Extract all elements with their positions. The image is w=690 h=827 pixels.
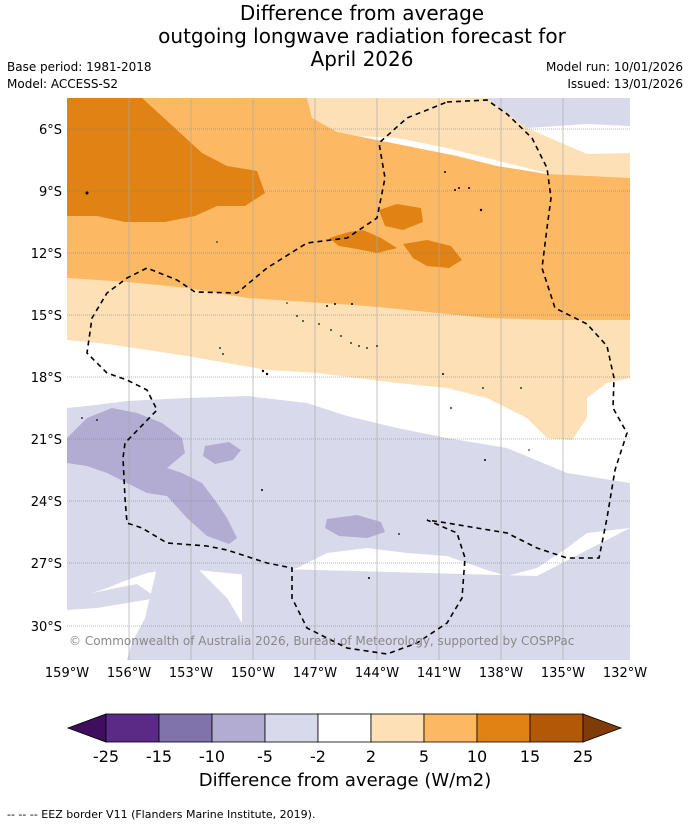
colorbar — [66, 713, 623, 743]
region-light-purple-south — [242, 528, 630, 660]
lon-label-132w: 132°W — [602, 666, 648, 681]
lat-label-12s: 12°S — [30, 247, 62, 262]
lat-label-6s: 6°S — [38, 123, 62, 138]
colorbar-p2-p5 — [370, 713, 425, 743]
region-medium-purple-west — [67, 408, 237, 544]
lon-gridlines — [128, 98, 564, 660]
lon-label-150w: 150°W — [230, 666, 276, 681]
copyright-notice: © Commonwealth of Australia 2026, Bureau… — [69, 634, 575, 648]
lat-label-15s: 15°S — [30, 309, 62, 324]
colorbar-p5-p10 — [423, 713, 478, 743]
colorbar-tick-p5: 5 — [418, 747, 430, 766]
lat-label-18s: 18°S — [30, 371, 62, 386]
region-medium-purple-south — [325, 515, 385, 538]
colorbar-tick-p25: 25 — [572, 747, 594, 766]
colorbar-n5-n2 — [264, 713, 319, 743]
lon-label-147w: 147°W — [292, 666, 338, 681]
colorbar-n15-n10 — [158, 713, 213, 743]
colorbar-tick-n5: -5 — [257, 747, 273, 766]
lat-label-27s: 27°S — [30, 557, 62, 572]
region-light-orange-north — [307, 98, 630, 183]
eez-border — [86, 99, 628, 655]
lat-label-21s: 21°S — [30, 433, 62, 448]
colorbar-tick-n15: -15 — [145, 747, 173, 766]
colorbar-n10-n5 — [211, 713, 266, 743]
olr-anomaly-map — [67, 98, 630, 660]
colorbar-max-arrow — [582, 713, 623, 743]
lon-label-156w: 156°W — [106, 666, 152, 681]
lon-label-153w: 153°W — [168, 666, 214, 681]
colorbar-p10-p15 — [476, 713, 531, 743]
colorbar-tick-p10: 10 — [466, 747, 488, 766]
lat-label-9s: 9°S — [38, 185, 62, 200]
region-dark-orange-blob-3 — [403, 240, 462, 268]
region-dark-orange-blob-2 — [329, 230, 397, 253]
region-medium-purple-blob — [203, 442, 241, 464]
region-light-purple-southwest — [127, 568, 247, 660]
colorbar-tick-n25: -25 — [92, 747, 120, 766]
lat-label-30s: 30°S — [30, 620, 62, 635]
colorbar-p15-p25 — [529, 713, 584, 743]
lon-label-135w: 135°W — [540, 666, 586, 681]
model-name: Model: ACCESS-S2 — [7, 77, 119, 91]
colorbar-min-arrow — [66, 713, 107, 743]
lon-label-141w: 141°W — [416, 666, 462, 681]
region-medium-orange — [67, 98, 630, 320]
base-period: Base period: 1981-2018 — [7, 60, 152, 74]
colorbar-tick-p2: 2 — [365, 747, 377, 766]
map-title: Difference from average outgoing longwav… — [0, 2, 690, 71]
colorbar-n25-n15 — [105, 713, 160, 743]
metadata-right: Model run: 10/01/2026 Issued: 13/01/2026 — [546, 59, 683, 93]
colorbar-tick-p15: 15 — [519, 747, 541, 766]
colorbar-tick-n10: -10 — [198, 747, 226, 766]
colorbar-title: Difference from average (W/m2) — [198, 770, 492, 791]
lon-label-159w: 159°W — [44, 666, 90, 681]
title-line-3: April 2026 — [310, 47, 414, 71]
lat-label-24s: 24°S — [30, 495, 62, 510]
issued-date: Issued: 13/01/2026 — [567, 77, 683, 91]
region-light-orange-central — [67, 278, 630, 440]
colorbar-tick-n2: -2 — [310, 747, 326, 766]
eez-footnote: -- -- -- EEZ border V11 (Flanders Marine… — [7, 808, 316, 821]
lon-label-138w: 138°W — [478, 666, 524, 681]
lon-label-144w: 144°W — [354, 666, 400, 681]
title-line-1: Difference from average — [239, 1, 485, 25]
metadata-left: Base period: 1981-2018 Model: ACCESS-S2 — [7, 59, 152, 93]
model-run-date: Model run: 10/01/2026 — [545, 60, 683, 74]
region-light-purple-west — [67, 584, 157, 610]
region-dark-orange-blob-1 — [379, 204, 423, 230]
title-line-2: outgoing longwave radiation forecast for — [158, 24, 566, 48]
colorbar-n2-p2 — [317, 713, 372, 743]
islands — [81, 171, 530, 579]
